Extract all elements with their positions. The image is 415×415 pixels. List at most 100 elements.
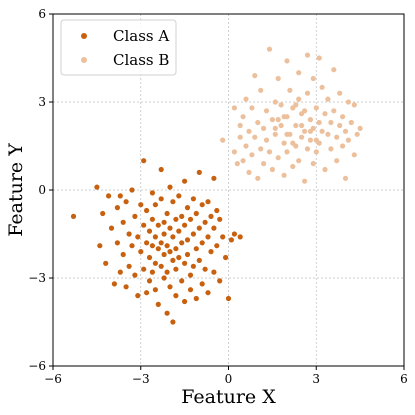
data-point — [252, 73, 258, 79]
data-point — [117, 193, 123, 199]
data-point — [176, 193, 182, 199]
data-point — [302, 108, 308, 114]
data-point — [211, 175, 217, 181]
x-tick-label: 6 — [400, 372, 408, 386]
data-point — [170, 234, 176, 240]
data-point — [126, 231, 132, 237]
data-point — [182, 298, 188, 305]
x-axis-label: Feature X — [181, 386, 276, 408]
data-point — [132, 272, 138, 278]
data-point — [269, 166, 275, 173]
data-point — [354, 131, 360, 137]
data-point — [325, 96, 331, 102]
data-point — [278, 122, 284, 129]
data-point — [202, 266, 208, 272]
data-point — [100, 210, 106, 217]
data-point — [351, 152, 357, 158]
data-point — [272, 125, 278, 131]
data-point — [173, 216, 179, 222]
data-point — [246, 169, 252, 175]
data-point — [275, 75, 281, 82]
data-point — [144, 290, 150, 296]
data-point — [266, 46, 273, 52]
data-point — [196, 225, 202, 231]
data-point — [231, 231, 237, 237]
data-point — [167, 184, 173, 190]
data-point — [149, 190, 155, 196]
data-point — [272, 131, 278, 137]
data-point — [237, 234, 243, 240]
data-point — [316, 119, 322, 126]
data-point — [319, 84, 325, 90]
data-point — [152, 202, 158, 208]
data-point — [193, 210, 199, 217]
data-point — [182, 260, 188, 266]
data-point — [217, 278, 223, 284]
data-point — [284, 131, 290, 137]
data-point — [208, 213, 214, 219]
data-point — [129, 243, 135, 249]
data-point — [108, 225, 115, 231]
data-point — [173, 293, 179, 299]
data-point — [278, 102, 284, 108]
data-point — [135, 234, 141, 240]
data-point — [348, 119, 354, 126]
data-point — [275, 155, 281, 161]
data-point — [120, 219, 126, 225]
data-point — [284, 58, 290, 64]
data-point — [117, 269, 123, 275]
data-point — [144, 240, 150, 246]
data-point — [342, 175, 349, 181]
data-point — [164, 243, 170, 249]
data-point — [220, 234, 226, 240]
data-point — [155, 301, 161, 307]
data-point — [155, 246, 161, 252]
data-point — [158, 196, 164, 202]
y-axis-label: Feature Y — [5, 143, 27, 237]
data-point — [193, 295, 199, 302]
data-point — [123, 199, 129, 205]
data-point — [228, 237, 234, 243]
x-tick-label: −3 — [132, 372, 150, 386]
data-point — [141, 266, 147, 272]
data-point — [161, 275, 167, 281]
data-point — [179, 240, 185, 246]
data-point — [141, 222, 147, 228]
y-tick-label: 3 — [38, 95, 46, 109]
data-point — [149, 269, 155, 275]
data-point — [310, 161, 316, 167]
data-point — [316, 55, 322, 61]
data-point — [322, 111, 328, 117]
data-point — [164, 210, 170, 217]
data-point — [231, 105, 237, 111]
data-point — [196, 257, 202, 263]
data-point — [287, 87, 293, 93]
data-point — [193, 246, 199, 252]
data-point — [152, 234, 158, 240]
data-point — [187, 287, 194, 293]
data-point — [290, 163, 296, 170]
data-point — [328, 146, 334, 152]
data-point — [170, 319, 176, 325]
data-point — [214, 207, 220, 214]
data-point — [205, 199, 211, 205]
y-tick-label: −6 — [28, 359, 46, 373]
data-point — [304, 52, 311, 58]
data-point — [114, 240, 120, 246]
data-point — [190, 231, 196, 237]
data-point — [340, 143, 346, 149]
data-point — [299, 122, 305, 129]
data-point — [304, 90, 311, 96]
data-point — [310, 75, 316, 82]
grid-lines — [53, 14, 404, 366]
data-point — [129, 187, 135, 193]
data-point — [208, 249, 214, 255]
data-point — [272, 99, 278, 105]
data-point — [249, 105, 255, 111]
y-tick-label: 6 — [38, 7, 46, 21]
data-point — [176, 254, 182, 261]
data-point — [319, 128, 325, 134]
data-point — [141, 158, 147, 164]
data-point — [234, 161, 240, 167]
data-point — [340, 114, 346, 120]
